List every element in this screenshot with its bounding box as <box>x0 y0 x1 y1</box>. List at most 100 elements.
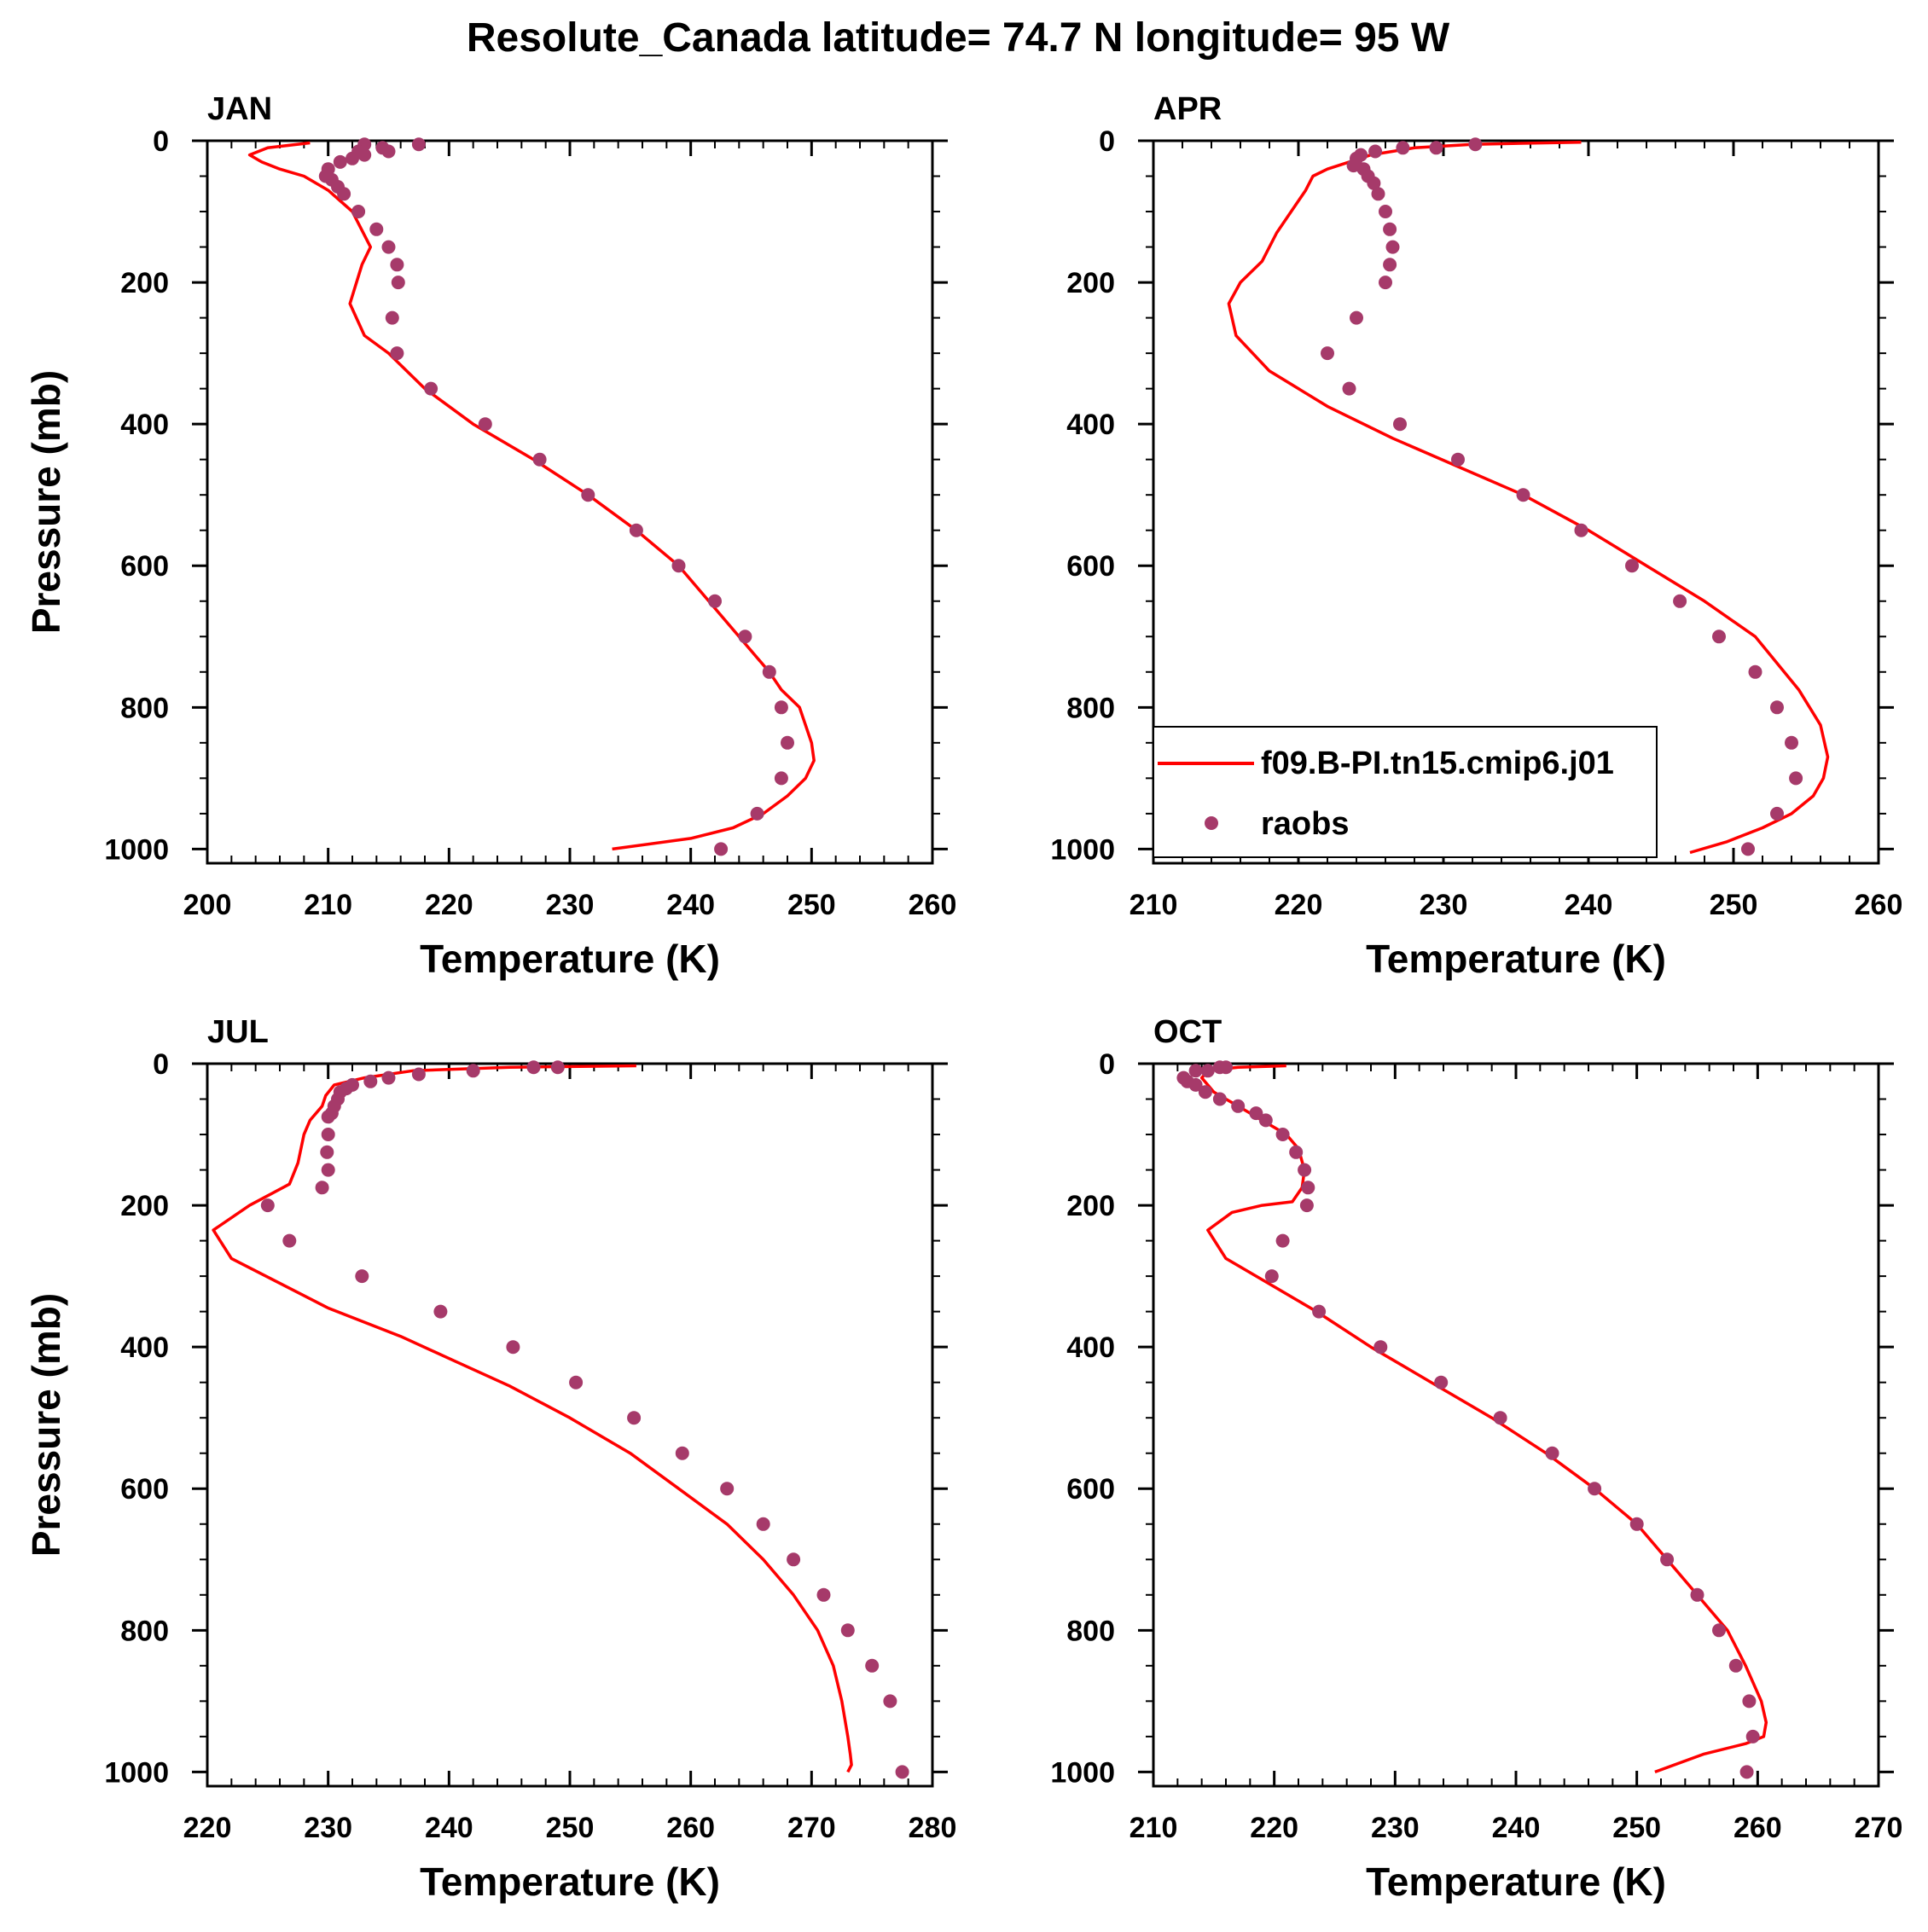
raobs-point <box>1451 452 1465 467</box>
raobs-point <box>390 258 404 272</box>
x-tick-label: 210 <box>1130 889 1178 921</box>
y-tick-label: 200 <box>120 267 169 299</box>
raobs-point <box>865 1658 880 1673</box>
panel-title: OCT <box>1153 1014 1222 1050</box>
raobs-point <box>1249 1106 1263 1121</box>
raobs-point <box>369 222 384 236</box>
raobs-point <box>411 137 426 152</box>
raobs-point <box>315 1181 329 1195</box>
raobs-point <box>1212 1060 1227 1075</box>
raobs-point <box>466 1064 480 1078</box>
y-tick-label: 400 <box>120 1332 169 1364</box>
y-tick-label: 0 <box>1099 1048 1115 1081</box>
raobs-point <box>1770 700 1784 715</box>
legend-box <box>1153 726 1658 858</box>
raobs-point <box>1373 1340 1388 1355</box>
raobs-point <box>1629 1517 1644 1531</box>
data-layer <box>1176 1060 1768 1779</box>
raobs-point <box>1289 1145 1304 1159</box>
raobs-point <box>816 1587 831 1602</box>
raobs-point <box>895 1765 909 1779</box>
raobs-point <box>321 1163 335 1177</box>
raobs-point <box>1312 1304 1327 1319</box>
model-line <box>1199 1064 1768 1774</box>
raobs-point <box>1258 1113 1273 1128</box>
x-tick-label: 210 <box>1130 1812 1178 1844</box>
raobs-point <box>321 1110 335 1124</box>
raobs-point <box>357 148 372 162</box>
model-line <box>247 141 816 851</box>
legend-model-label: f09.B-PI.tn15.cmip6.j01 <box>1261 746 1614 781</box>
raobs-point <box>260 1198 275 1213</box>
x-tick-label: 230 <box>1420 889 1468 921</box>
y-tick-label: 1000 <box>1050 1756 1115 1789</box>
y-tick-label: 200 <box>1066 1190 1115 1222</box>
data-layer <box>1227 137 1830 856</box>
raobs-point <box>774 700 788 715</box>
x-tick-label: 230 <box>1371 1812 1420 1844</box>
plot-frame <box>206 1062 934 1788</box>
raobs-point <box>385 310 399 325</box>
raobs-point <box>506 1340 520 1355</box>
raobs-point <box>532 452 547 467</box>
raobs-point <box>1379 205 1392 218</box>
raobs-point <box>1367 176 1381 190</box>
y-tick-label: 400 <box>120 409 169 441</box>
y-tick-label: 400 <box>1066 409 1115 441</box>
raobs-point <box>1371 187 1385 201</box>
raobs-point <box>1301 1181 1315 1195</box>
model-line <box>1227 140 1830 855</box>
x-axis-label: Temperature (K) <box>420 1859 720 1904</box>
x-tick-label: 240 <box>425 1812 473 1844</box>
x-tick-label: 230 <box>546 889 595 921</box>
y-tick-label: 800 <box>1066 1615 1115 1647</box>
y-tick-label: 800 <box>120 1615 169 1647</box>
raobs-point <box>1342 381 1356 396</box>
y-tick-label: 1000 <box>104 1756 169 1789</box>
raobs-point <box>581 488 595 502</box>
raobs-point <box>840 1623 855 1638</box>
raobs-point <box>1516 488 1530 502</box>
raobs-point <box>424 381 438 396</box>
raobs-point <box>708 594 722 608</box>
raobs-point <box>1625 559 1639 573</box>
raobs-point <box>282 1233 297 1248</box>
raobs-point <box>569 1375 584 1390</box>
raobs-point <box>787 1552 801 1567</box>
raobs-point <box>1350 310 1363 325</box>
raobs-point <box>433 1304 448 1319</box>
figure-title: Resolute_Canada latitude= 74.7 N longitu… <box>467 15 1450 61</box>
y-tick-label: 0 <box>153 125 169 158</box>
raobs-point <box>1231 1099 1246 1113</box>
raobs-point <box>1712 629 1726 644</box>
y-tick-label: 600 <box>1066 1473 1115 1506</box>
data-layer <box>247 137 816 856</box>
raobs-point <box>1429 141 1443 155</box>
x-tick-label: 270 <box>1855 1812 1903 1844</box>
raobs-point <box>627 1411 642 1425</box>
y-tick-label: 1000 <box>104 833 169 866</box>
x-tick-label: 210 <box>304 889 352 921</box>
y-tick-label: 600 <box>120 550 169 583</box>
y-tick-label: 200 <box>1066 267 1115 299</box>
raobs-point <box>1690 1587 1704 1602</box>
raobs-point <box>355 1269 369 1284</box>
raobs-point <box>1493 1411 1507 1425</box>
raobs-point <box>1385 240 1400 254</box>
y-tick-label: 600 <box>1066 550 1115 583</box>
raobs-point <box>1275 1233 1290 1248</box>
raobs-point <box>390 346 404 361</box>
y-tick-label: 800 <box>1066 692 1115 724</box>
raobs-point <box>671 559 686 573</box>
raobs-point <box>883 1694 897 1709</box>
x-tick-label: 250 <box>1710 889 1758 921</box>
x-tick-label: 250 <box>1612 1812 1661 1844</box>
x-tick-label: 240 <box>1565 889 1613 921</box>
panel-title: APR <box>1153 91 1222 127</box>
plot-frame <box>206 139 934 865</box>
raobs-point <box>411 1067 426 1082</box>
legend-raobs-marker-swatch <box>1205 816 1218 830</box>
raobs-point <box>1742 1694 1757 1709</box>
x-tick-label: 230 <box>304 1812 352 1844</box>
raobs-point <box>1379 276 1392 290</box>
